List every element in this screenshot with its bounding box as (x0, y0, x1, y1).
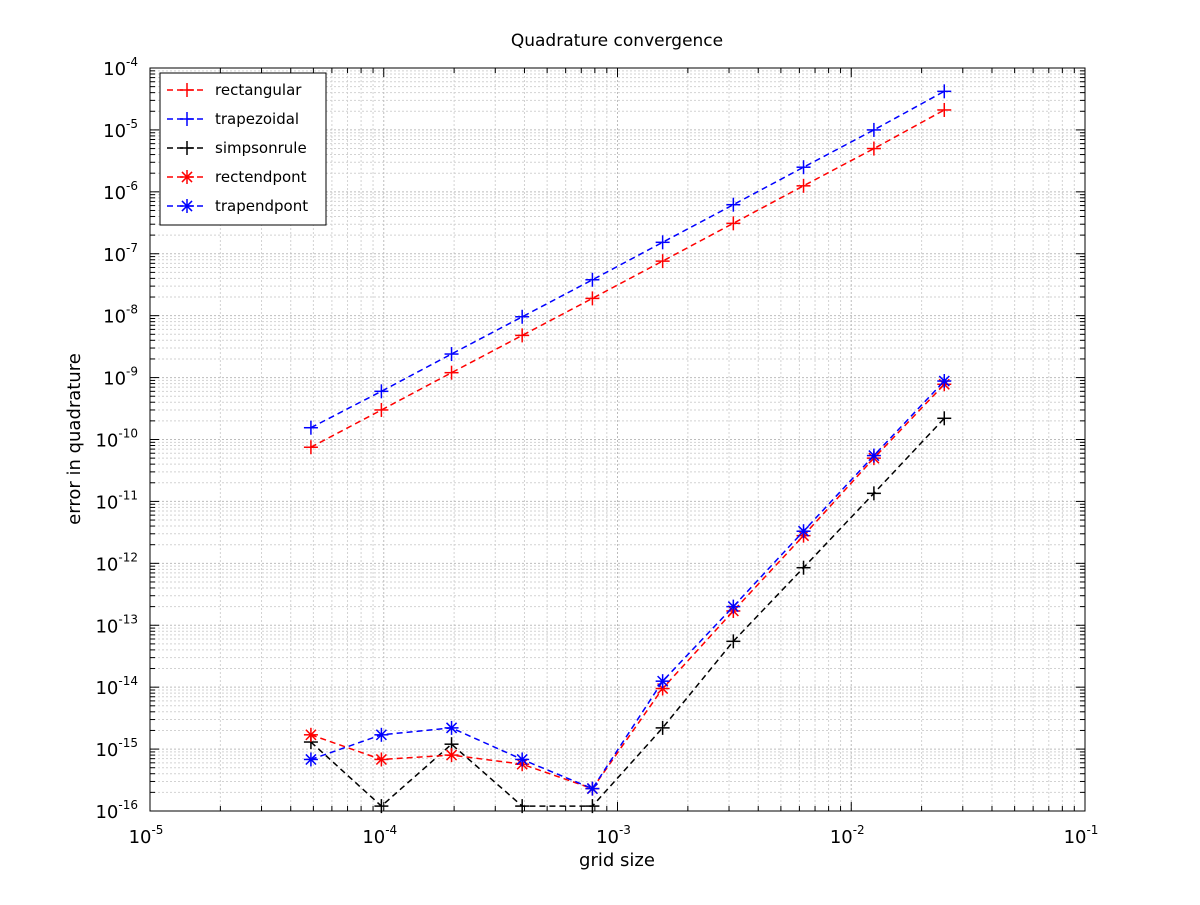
data-point-asterisk (180, 170, 194, 184)
y-tick-label: 10-10 (95, 427, 138, 452)
legend-label: trapendpont (215, 197, 308, 215)
legend-entry: rectangular (167, 81, 302, 99)
legend-label: trapezoidal (215, 110, 299, 128)
legend-entry: trapendpont (167, 197, 308, 215)
data-point-asterisk (374, 727, 389, 742)
data-point-plus (303, 440, 318, 455)
y-tick-label: 10-13 (95, 612, 138, 637)
data-point-plus (180, 83, 194, 97)
data-point-plus (585, 272, 600, 287)
series-simpsonrule (303, 411, 952, 814)
y-axis-label: error in quadrature (64, 353, 85, 525)
data-point-asterisk (374, 752, 389, 767)
data-point-asterisk (444, 720, 459, 735)
y-tick-label: 10-4 (103, 55, 138, 80)
series-line (310, 383, 945, 790)
y-tick-label: 10-8 (103, 303, 138, 328)
data-point-plus (444, 365, 459, 380)
data-point-plus (655, 254, 670, 269)
data-point-plus (180, 141, 194, 155)
data-point-plus (303, 420, 318, 435)
data-point-plus (937, 411, 952, 426)
data-point-plus (444, 347, 459, 362)
y-tick-label: 10-11 (95, 488, 138, 513)
series-line (310, 380, 945, 790)
data-point-plus (796, 560, 811, 575)
data-point-asterisk (726, 599, 741, 614)
data-point-plus (655, 720, 670, 735)
legend-label: rectangular (215, 81, 302, 99)
x-tick-label: 10-2 (830, 823, 865, 848)
y-tick-label: 10-12 (95, 550, 138, 575)
data-point-plus (937, 84, 952, 99)
data-point-asterisk (303, 727, 318, 742)
data-point-asterisk (937, 374, 952, 389)
data-point-plus (726, 216, 741, 231)
data-point-asterisk (515, 752, 530, 767)
data-point-asterisk (180, 199, 194, 213)
data-point-asterisk (303, 752, 318, 767)
data-point-plus (866, 122, 881, 137)
data-point-plus (180, 112, 194, 126)
data-point-asterisk (866, 448, 881, 463)
y-tick-label: 10-15 (95, 736, 138, 761)
y-tick-label: 10-6 (103, 179, 138, 204)
series-trapendpont (303, 374, 952, 796)
data-point-asterisk (585, 781, 600, 796)
data-point-plus (585, 291, 600, 306)
data-point-plus (655, 235, 670, 250)
y-tick-label: 10-9 (103, 365, 138, 390)
data-point-plus (937, 102, 952, 117)
legend: rectangular trapezoidal simpsonrule rectend… (159, 72, 327, 226)
data-point-plus (866, 486, 881, 501)
y-tick-labels: 10-16 10-15 10-14 10-13 10-12 10-11 10-10 10-9 1… (95, 55, 138, 823)
legend-entry: trapezoidal (167, 110, 299, 128)
data-point-asterisk (655, 674, 670, 689)
series-rectangular (303, 102, 952, 455)
x-tick-label: 10-4 (362, 823, 397, 848)
legend-entry: rectendpont (167, 168, 307, 186)
x-axis-label: grid size (579, 850, 655, 871)
data-point-plus (515, 328, 530, 343)
data-point-plus (796, 160, 811, 175)
series-line (310, 417, 945, 808)
y-tick-label: 10-16 (95, 798, 138, 823)
legend-label: rectendpont (215, 168, 307, 186)
y-tick-label: 10-5 (103, 117, 138, 142)
data-point-plus (726, 197, 741, 212)
data-point-asterisk (796, 524, 811, 539)
data-point-plus (866, 141, 881, 156)
data-point-plus (374, 384, 389, 399)
y-tick-label: 10-7 (103, 241, 138, 266)
data-point-asterisk (444, 748, 459, 763)
data-point-plus (796, 178, 811, 193)
legend-label: simpsonrule (215, 139, 307, 157)
legend-entry: simpsonrule (167, 139, 307, 157)
y-tick-label: 10-14 (95, 674, 138, 699)
x-tick-label: 10-3 (596, 823, 631, 848)
data-point-plus (374, 402, 389, 417)
series-trapezoidal (303, 84, 952, 435)
axis-ticks (149, 68, 1085, 812)
x-tick-labels: 10-5 10-4 10-3 10-2 10-1 (129, 823, 1099, 848)
x-tick-label: 10-5 (129, 823, 164, 848)
chart-title: Quadrature convergence (511, 31, 723, 51)
data-point-plus (515, 309, 530, 324)
x-tick-label: 10-1 (1064, 823, 1099, 848)
series-layer (303, 84, 952, 814)
data-point-plus (726, 634, 741, 649)
